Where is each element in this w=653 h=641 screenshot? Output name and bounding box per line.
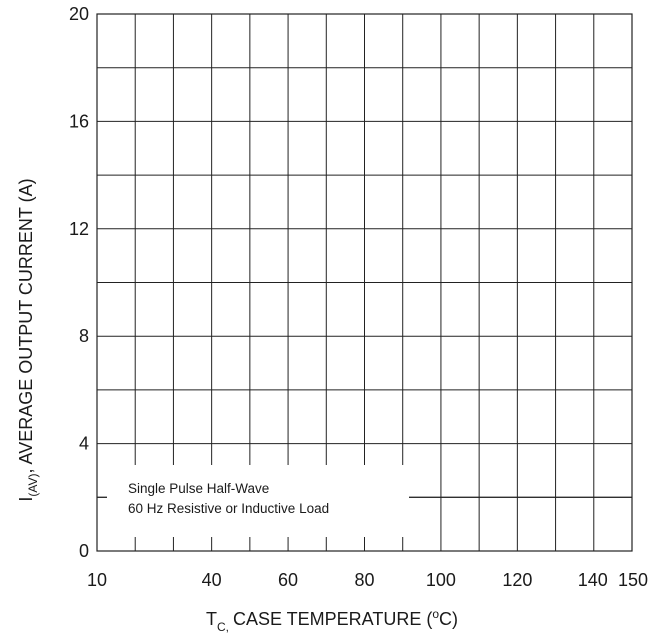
y-axis-ticks: 0 4 8 12 16 20 — [69, 4, 89, 561]
legend: Single Pulse Half-Wave 60 Hz Resistive o… — [107, 465, 409, 537]
x-tick-label-60: 60 — [278, 570, 298, 590]
x-tick-label-40: 40 — [202, 570, 222, 590]
y-axis-title-prefix: I — [16, 497, 36, 502]
y-tick-label-8: 8 — [79, 326, 89, 346]
y-tick-label-12: 12 — [69, 219, 89, 239]
x-tick-label-140: 140 — [578, 570, 608, 590]
y-tick-label-20: 20 — [69, 4, 89, 24]
x-axis-title-subscript: C, — [217, 620, 229, 634]
y-axis-title-subscript: (AV) — [26, 473, 40, 496]
y-tick-label-0: 0 — [79, 541, 89, 561]
x-axis-ticks: 10 40 60 80 100 120 140 150 — [87, 570, 648, 590]
legend-text-line-2: 60 Hz Resistive or Inductive Load — [128, 501, 329, 516]
x-axis-title-prefix: T — [206, 609, 217, 629]
x-axis-title-suffix: C) — [439, 609, 458, 629]
x-axis-title-main: CASE TEMPERATURE ( — [233, 609, 432, 629]
x-tick-label-120: 120 — [502, 570, 532, 590]
x-tick-label-10: 10 — [87, 570, 107, 590]
x-tick-label-150: 150 — [618, 570, 648, 590]
x-axis-title-superscript: o — [432, 607, 439, 621]
plot-area — [96, 13, 633, 552]
x-tick-label-100: 100 — [426, 570, 456, 590]
y-axis-title: I(AV), AVERAGE OUTPUT CURRENT (A) — [16, 178, 40, 501]
legend-background — [107, 465, 409, 537]
y-tick-label-16: 16 — [69, 111, 89, 131]
x-axis-title: TC, CASE TEMPERATURE (oC) — [206, 607, 458, 634]
y-tick-label-4: 4 — [79, 434, 89, 454]
y-axis-title-main: , AVERAGE OUTPUT CURRENT (A) — [16, 178, 36, 473]
x-tick-label-80: 80 — [354, 570, 374, 590]
legend-text-line-1: Single Pulse Half-Wave — [128, 481, 269, 496]
grid-lines — [96, 13, 633, 552]
